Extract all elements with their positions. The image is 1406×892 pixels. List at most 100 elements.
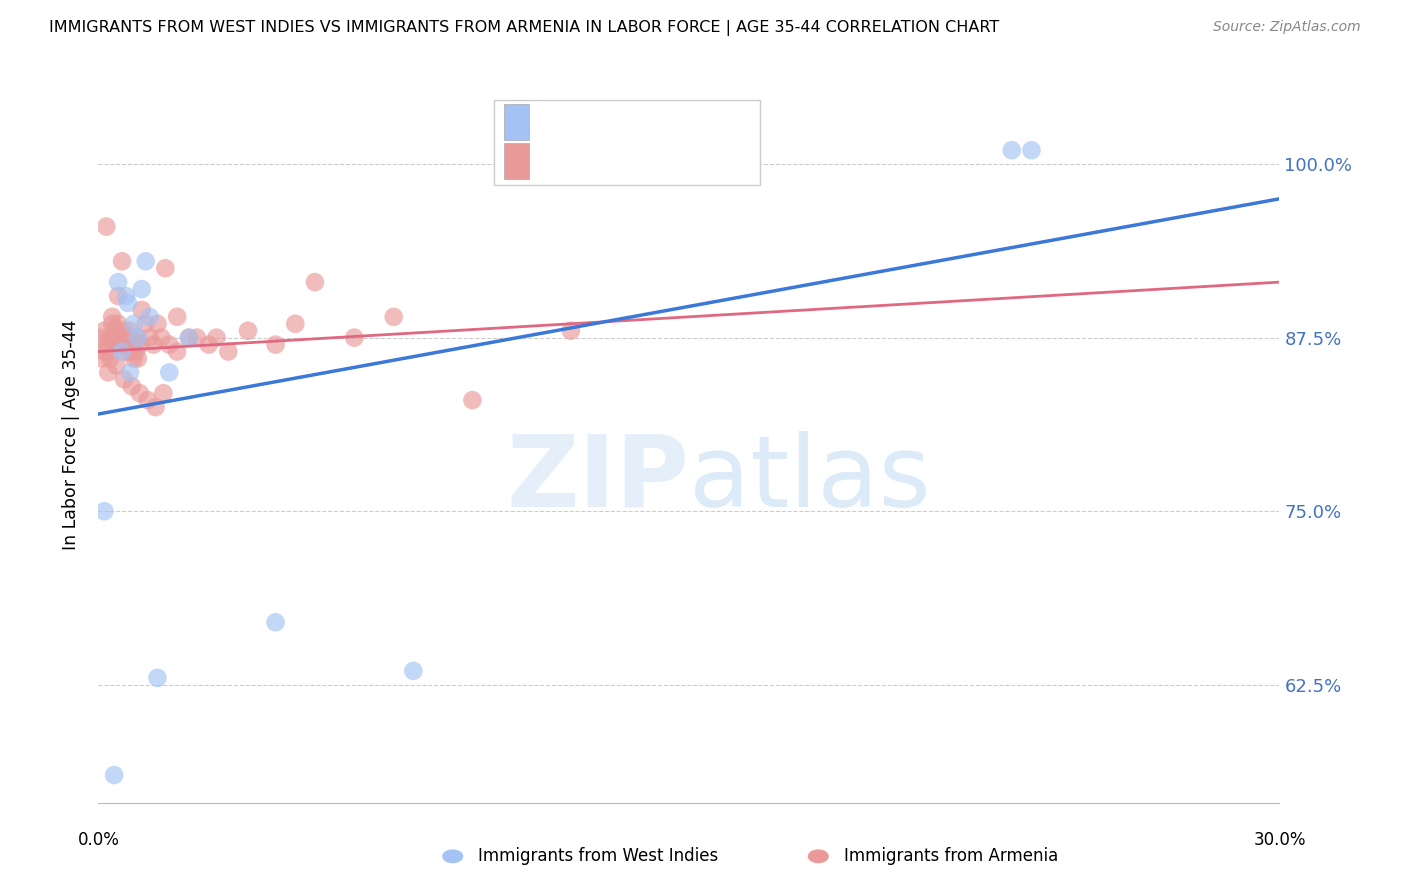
Point <box>103 331 125 345</box>
Text: 30.0%: 30.0% <box>1253 830 1306 848</box>
Point <box>108 337 131 351</box>
Text: R =: R = <box>538 113 578 131</box>
Point <box>101 317 124 331</box>
Point <box>112 324 135 338</box>
Point <box>155 261 177 276</box>
Point <box>105 359 128 373</box>
Bar <box>494 100 759 185</box>
Text: 63: 63 <box>686 153 711 170</box>
Point <box>103 768 125 782</box>
Text: Source: ZipAtlas.com: Source: ZipAtlas.com <box>1213 20 1361 34</box>
Point <box>111 344 134 359</box>
Text: 0.0%: 0.0% <box>77 830 120 848</box>
Point <box>382 310 405 324</box>
Point <box>304 275 326 289</box>
Point <box>111 254 134 268</box>
Point <box>96 219 118 234</box>
Point <box>93 344 115 359</box>
Point <box>127 351 149 366</box>
Point <box>121 379 143 393</box>
Text: N =: N = <box>634 113 685 131</box>
Point <box>177 331 200 345</box>
Bar <box>503 143 530 179</box>
Point <box>128 386 150 401</box>
Point <box>115 344 138 359</box>
Point <box>146 317 169 331</box>
Point <box>96 337 118 351</box>
Point <box>145 400 167 414</box>
Point <box>93 324 115 338</box>
Text: R =: R = <box>538 153 578 170</box>
Point <box>121 331 143 345</box>
Point <box>91 351 114 366</box>
Point <box>122 351 145 366</box>
Point <box>177 331 200 345</box>
Point <box>122 337 145 351</box>
Point <box>152 386 174 401</box>
Point <box>150 331 173 345</box>
Point <box>166 344 188 359</box>
Point <box>93 504 115 518</box>
Point <box>117 296 139 310</box>
Text: ZIP: ZIP <box>506 431 689 527</box>
Point <box>118 324 141 338</box>
Point <box>186 331 208 345</box>
Point <box>98 331 121 345</box>
Point <box>138 331 160 345</box>
Point <box>107 289 129 303</box>
Point <box>402 664 425 678</box>
Point <box>112 372 135 386</box>
Point <box>264 615 287 630</box>
Point <box>157 337 180 351</box>
Point <box>128 337 150 351</box>
Point <box>166 310 188 324</box>
Point <box>157 365 180 379</box>
Point <box>135 254 157 268</box>
Point <box>217 344 239 359</box>
Point <box>138 310 160 324</box>
Point <box>205 331 228 345</box>
Point <box>103 324 125 338</box>
Point <box>560 324 582 338</box>
Point <box>117 337 139 351</box>
Point <box>118 365 141 379</box>
Point <box>264 337 287 351</box>
Point <box>125 344 148 359</box>
Text: 19: 19 <box>686 113 711 131</box>
Text: IMMIGRANTS FROM WEST INDIES VS IMMIGRANTS FROM ARMENIA IN LABOR FORCE | AGE 35-4: IMMIGRANTS FROM WEST INDIES VS IMMIGRANT… <box>49 20 1000 36</box>
Text: 0.336: 0.336 <box>582 113 640 131</box>
Point <box>284 317 307 331</box>
Y-axis label: In Labor Force | Age 35-44: In Labor Force | Age 35-44 <box>62 319 80 550</box>
Point <box>115 289 138 303</box>
Point <box>1021 143 1043 157</box>
Point <box>122 317 145 331</box>
Point <box>101 310 124 324</box>
Point <box>98 351 121 366</box>
Bar <box>503 103 530 140</box>
Point <box>146 671 169 685</box>
Point <box>111 331 134 345</box>
Text: atlas: atlas <box>689 431 931 527</box>
Point <box>89 331 111 345</box>
Point <box>197 337 219 351</box>
Text: 0.153: 0.153 <box>582 153 640 170</box>
Point <box>127 331 149 345</box>
Point <box>142 337 165 351</box>
Point <box>97 365 120 379</box>
Point <box>1001 143 1024 157</box>
Point <box>343 331 366 345</box>
Text: Immigrants from West Indies: Immigrants from West Indies <box>478 847 718 865</box>
Point <box>127 331 149 345</box>
Point <box>461 393 484 408</box>
Point <box>135 317 157 331</box>
Point <box>105 337 128 351</box>
Point <box>131 302 153 317</box>
Text: N =: N = <box>634 153 685 170</box>
Point <box>115 331 138 345</box>
Point <box>131 282 153 296</box>
Point <box>107 275 129 289</box>
Text: Immigrants from Armenia: Immigrants from Armenia <box>844 847 1057 865</box>
Point <box>97 344 120 359</box>
Point <box>136 393 159 408</box>
Point <box>236 324 259 338</box>
